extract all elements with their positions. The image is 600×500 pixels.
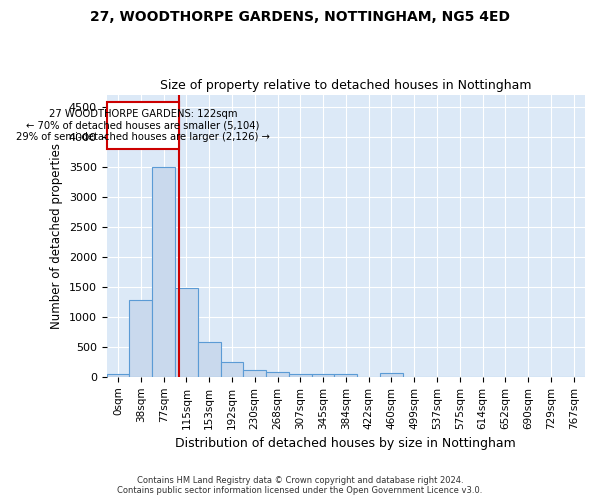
Bar — [380, 373, 403, 377]
Text: Contains HM Land Registry data © Crown copyright and database right 2024.
Contai: Contains HM Land Registry data © Crown c… — [118, 476, 482, 495]
Bar — [311, 374, 334, 377]
Bar — [175, 288, 198, 377]
Bar — [289, 374, 311, 377]
Y-axis label: Number of detached properties: Number of detached properties — [50, 142, 63, 328]
Bar — [198, 342, 221, 377]
Bar — [221, 362, 244, 377]
Bar — [334, 374, 357, 377]
Bar — [266, 372, 289, 377]
FancyBboxPatch shape — [107, 102, 179, 148]
Title: Size of property relative to detached houses in Nottingham: Size of property relative to detached ho… — [160, 79, 532, 92]
Text: 27 WOODTHORPE GARDENS: 122sqm
← 70% of detached houses are smaller (5,104)
29% o: 27 WOODTHORPE GARDENS: 122sqm ← 70% of d… — [16, 108, 270, 142]
X-axis label: Distribution of detached houses by size in Nottingham: Distribution of detached houses by size … — [175, 437, 516, 450]
Bar — [130, 300, 152, 377]
Bar — [244, 370, 266, 377]
Bar — [152, 166, 175, 377]
Text: 27, WOODTHORPE GARDENS, NOTTINGHAM, NG5 4ED: 27, WOODTHORPE GARDENS, NOTTINGHAM, NG5 … — [90, 10, 510, 24]
Bar — [107, 374, 130, 377]
